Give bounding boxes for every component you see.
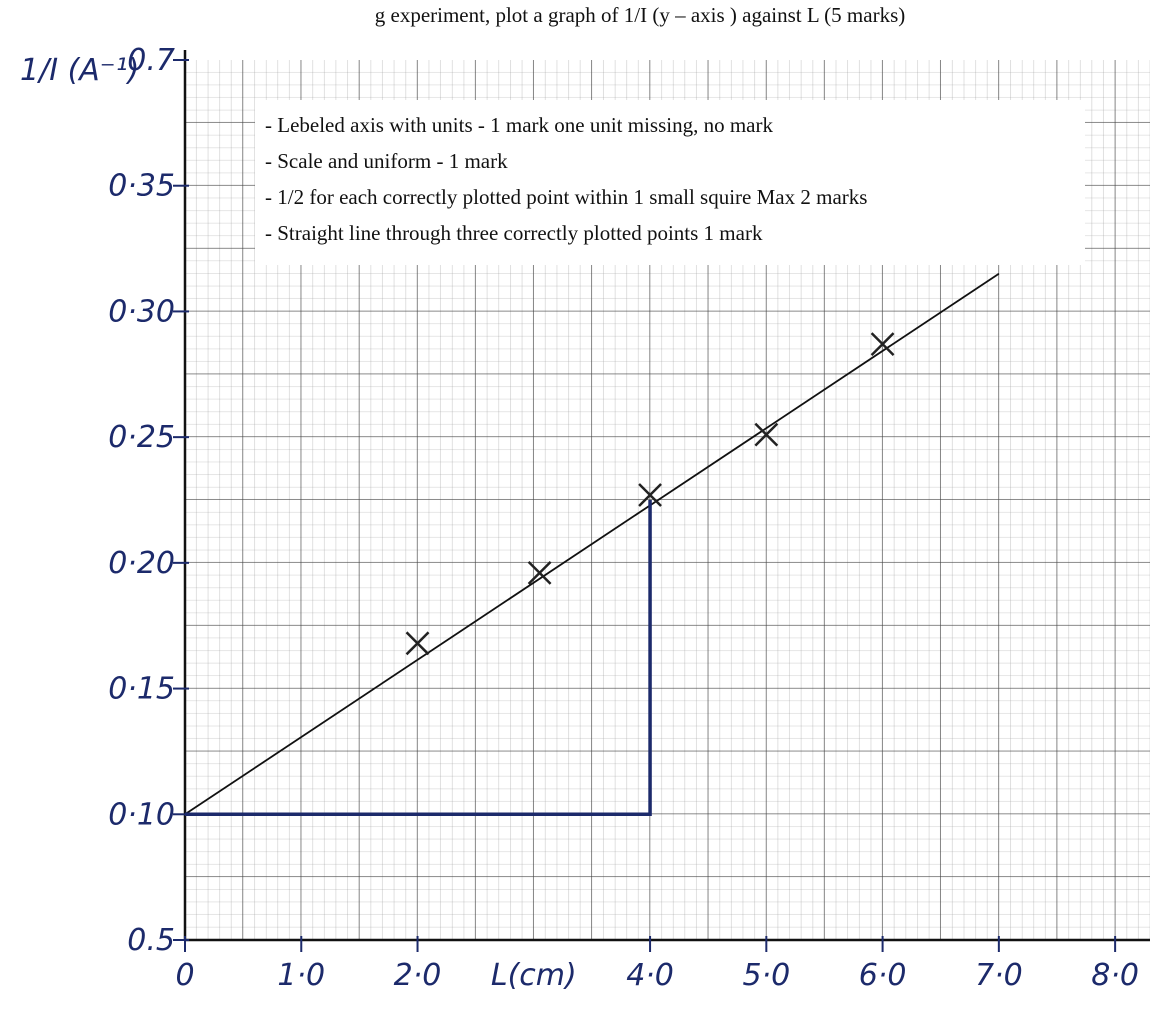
y-tick-label: 0·35: [108, 169, 175, 204]
x-tick-label: 6·0: [859, 958, 907, 993]
marking-scheme: - Lebeled axis with units - 1 mark one u…: [255, 100, 1085, 265]
y-tick-label: 0·30: [108, 294, 175, 329]
x-axis-label: L(cm): [491, 958, 577, 993]
note-line: - Straight line through three correctly …: [265, 221, 763, 245]
y-tick-label: 0·10: [108, 797, 175, 832]
y-tick-label: 0·25: [108, 420, 175, 455]
y-tick-label: 0.7: [127, 43, 175, 78]
x-tick-label: 7·0: [975, 958, 1023, 993]
x-tick-label: 8·0: [1091, 958, 1139, 993]
chart-title: g experiment, plot a graph of 1/I (y – a…: [375, 3, 906, 27]
x-tick-label: 0: [175, 958, 194, 993]
x-tick-label: 4·0: [626, 958, 674, 993]
x-tick-label: 2·0: [394, 958, 442, 993]
x-tick-label: 5·0: [742, 958, 790, 993]
y-tick-label: 0·20: [108, 546, 175, 581]
note-line: - 1/2 for each correctly plotted point w…: [265, 185, 867, 209]
note-line: - Lebeled axis with units - 1 mark one u…: [265, 113, 773, 137]
y-axis-label: 1/I (A⁻¹): [20, 53, 139, 88]
y-tick-label: 0.5: [127, 923, 175, 958]
x-tick-label: 1·0: [277, 958, 325, 993]
note-line: - Scale and uniform - 1 mark: [265, 149, 508, 173]
chart: g experiment, plot a graph of 1/I (y – a…: [0, 0, 1168, 1016]
y-tick-label: 0·15: [108, 672, 175, 707]
